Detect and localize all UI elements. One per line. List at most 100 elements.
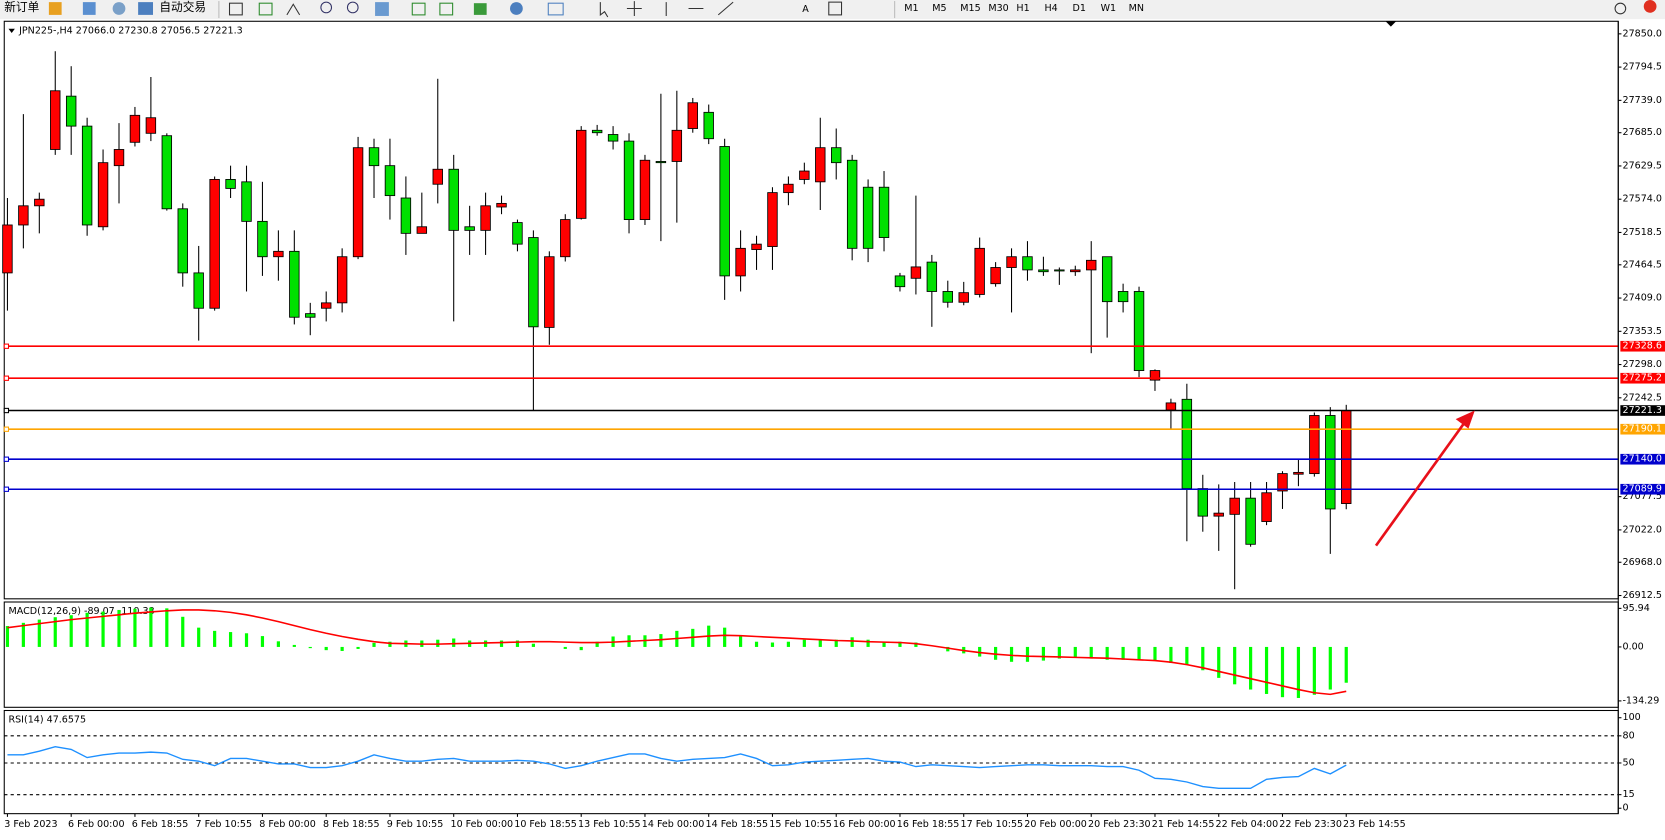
icon[interactable] <box>411 2 426 16</box>
pane-title: JPN225-,H4 27066.0 27230.8 27056.5 27221… <box>18 25 243 36</box>
macd-bar <box>452 638 456 647</box>
timeframe-button[interactable]: D1 <box>1073 3 1086 14</box>
candle-body <box>1038 269 1049 273</box>
x-tick-label: 17 Feb 10:55 <box>961 819 1024 830</box>
candle-body <box>34 198 45 207</box>
toolbar-bg <box>0 0 1665 20</box>
icon[interactable] <box>626 1 642 16</box>
toolbar: A 新订单 自动交易 M1 M5 M15 M30 H1 H4 D1 W1 MN <box>0 0 1665 20</box>
icon[interactable] <box>375 2 389 16</box>
macd-bar <box>818 639 822 647</box>
timeframe-button[interactable]: M1 <box>904 3 918 14</box>
icon[interactable] <box>138 2 154 15</box>
candle-body <box>831 147 842 164</box>
symbol-menu <box>8 28 15 33</box>
icon[interactable] <box>82 2 96 15</box>
rsi-line <box>7 745 1347 790</box>
icon[interactable] <box>547 2 564 16</box>
candle-body <box>1293 471 1304 475</box>
timeframe-button[interactable]: M15 <box>960 3 980 14</box>
icon[interactable] <box>346 1 359 14</box>
macd-bar <box>1264 646 1269 694</box>
macd-bar <box>754 641 759 647</box>
macd-bar <box>181 616 185 647</box>
candle-body <box>352 147 364 258</box>
x-tick-label: 10 Feb 18:55 <box>514 819 577 830</box>
y-tick-label: 50 <box>1622 757 1634 768</box>
icon[interactable] <box>258 2 273 16</box>
candle-body <box>336 256 348 304</box>
macd-bar <box>946 646 950 652</box>
macd-bar <box>165 608 169 647</box>
icon[interactable] <box>439 2 454 16</box>
macd-bar <box>1217 646 1221 678</box>
candle-body <box>799 170 810 180</box>
candle-body <box>320 302 332 309</box>
search-icon[interactable] <box>1614 2 1627 15</box>
candle-body <box>703 111 714 140</box>
timeframe-button[interactable]: M5 <box>932 3 946 14</box>
candle-body <box>1117 291 1129 303</box>
icon[interactable] <box>510 2 523 15</box>
y-tick-label: 27794.5 <box>1622 62 1661 73</box>
macd-bar <box>340 646 344 651</box>
level-label-bg <box>1620 453 1665 465</box>
macd-bar <box>1328 646 1332 690</box>
icon[interactable] <box>112 2 126 15</box>
candle-body <box>18 205 29 226</box>
candle-body <box>289 250 300 318</box>
icon[interactable] <box>48 2 62 15</box>
icon[interactable] <box>473 3 487 15</box>
x-tick-label: 20 Feb 23:30 <box>1088 819 1151 830</box>
macd-bar <box>37 619 41 647</box>
icon-text[interactable]: A <box>802 4 809 15</box>
candle-body <box>560 219 571 258</box>
candle-body <box>846 159 858 249</box>
timeframe-button[interactable]: H4 <box>1044 3 1057 14</box>
timeframe-button[interactable]: W1 <box>1101 3 1117 14</box>
timeframe-button[interactable]: M30 <box>988 3 1008 14</box>
candle-body <box>671 129 683 162</box>
x-tick-label: 14 Feb 18:55 <box>706 819 769 830</box>
pane-title: RSI(14) 47.6575 <box>9 715 87 726</box>
candle-body <box>1213 512 1224 517</box>
macd-bar <box>244 633 249 647</box>
x-tick-label: 9 Feb 10:55 <box>387 819 444 830</box>
icon[interactable] <box>228 2 243 16</box>
macd-bar <box>1105 646 1109 660</box>
candle-body <box>878 186 890 238</box>
icon[interactable] <box>599 2 609 18</box>
x-tick-label: 6 Feb 18:55 <box>132 819 189 830</box>
icon[interactable] <box>665 1 734 16</box>
candle-body <box>384 165 396 197</box>
x-tick-label: 8 Feb 18:55 <box>323 819 380 830</box>
icon[interactable] <box>828 1 843 16</box>
candle-body <box>990 267 1001 285</box>
candle-body <box>607 134 619 142</box>
x-tick-label: 21 Feb 14:55 <box>1152 819 1215 830</box>
y-tick-label: 26968.0 <box>1622 557 1661 568</box>
candle-body <box>496 202 507 208</box>
icon[interactable] <box>286 3 301 16</box>
candle-body <box>942 291 953 303</box>
candle-body <box>958 292 969 303</box>
macd-bar <box>1312 646 1316 695</box>
level-label: 27190.1 <box>1622 424 1661 435</box>
macd-bar <box>260 636 265 647</box>
level-label: 27089.9 <box>1622 484 1661 495</box>
new-order-button[interactable]: 新订单 <box>4 0 39 14</box>
level-label: 27328.6 <box>1622 341 1661 352</box>
candle-body <box>400 197 412 234</box>
candle-body <box>129 114 141 143</box>
candle-body <box>1261 492 1272 522</box>
candle-body <box>1181 398 1193 490</box>
level-label-bg <box>1620 483 1665 495</box>
macd-bar <box>324 646 328 651</box>
timeframe-button[interactable]: H1 <box>1016 3 1029 14</box>
notification-badge[interactable] <box>1643 0 1657 13</box>
auto-trading-button[interactable]: 自动交易 <box>159 0 206 14</box>
candle-body <box>448 168 459 231</box>
timeframe-button[interactable]: MN <box>1129 3 1144 14</box>
icon[interactable] <box>320 1 333 14</box>
macd-bar <box>1185 646 1189 666</box>
